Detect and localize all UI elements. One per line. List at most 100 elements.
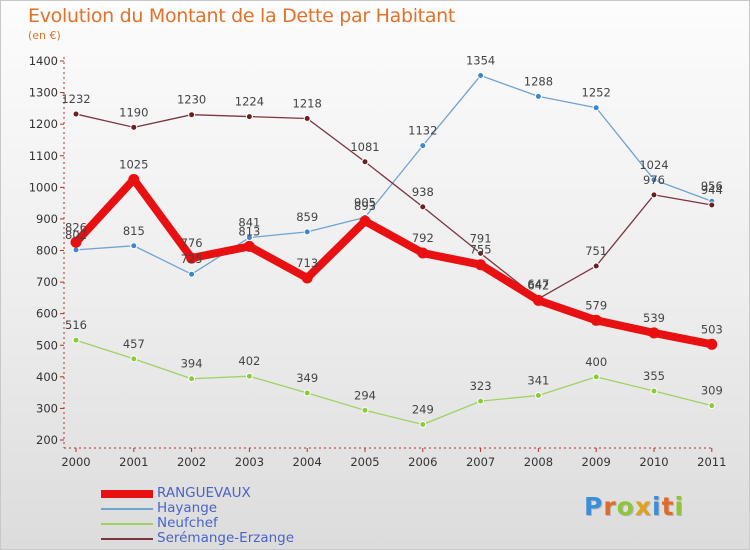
data-label: 893 (354, 199, 376, 213)
y-tick-label: 700 (36, 275, 58, 289)
data-point (130, 355, 138, 363)
data-point (361, 406, 369, 414)
data-label: 755 (470, 243, 492, 257)
data-label: 309 (701, 384, 723, 398)
data-label: 1025 (119, 157, 148, 171)
data-label: 1232 (61, 92, 90, 106)
data-point (475, 259, 487, 271)
data-label: 355 (643, 369, 665, 383)
data-point (70, 236, 82, 248)
y-tick-label: 500 (36, 338, 58, 352)
data-point (419, 421, 427, 429)
data-label: 539 (643, 311, 665, 325)
data-point (477, 249, 485, 257)
series-seremange-erzange (72, 110, 716, 303)
series-line (75, 339, 713, 426)
y-tick-label: 1200 (29, 117, 58, 131)
series-neufchef (72, 336, 716, 429)
chart-title: Evolution du Montant de la Dette par Hab… (28, 5, 456, 27)
data-point (130, 242, 138, 250)
legend-label: RANGUEVAUX (157, 485, 251, 501)
data-label: 776 (181, 236, 203, 250)
data-point (303, 389, 311, 397)
data-point (477, 72, 485, 80)
data-point (188, 270, 196, 278)
data-label: 647 (527, 277, 549, 291)
data-label: 1252 (582, 86, 611, 100)
y-tick-label: 900 (36, 212, 58, 226)
series-line (72, 175, 716, 349)
data-label: 826 (65, 220, 87, 234)
data-point (706, 338, 718, 350)
data-point (303, 228, 311, 236)
data-point (708, 201, 716, 209)
data-label: 938 (412, 185, 434, 199)
data-point (361, 158, 369, 166)
y-tick-label: 800 (36, 244, 58, 258)
data-label: 976 (643, 173, 665, 187)
data-label: 642 (527, 278, 549, 292)
data-point (72, 336, 80, 344)
data-point (532, 294, 544, 306)
data-label: 1354 (466, 54, 495, 68)
legend-swatch (101, 508, 153, 510)
data-point (419, 203, 427, 211)
data-label: 400 (585, 355, 607, 369)
data-label: 579 (585, 298, 607, 312)
data-point (534, 92, 542, 100)
x-tick-label: 2006 (408, 455, 437, 469)
data-point (72, 110, 80, 118)
y-tick-label: 600 (36, 307, 58, 321)
logo-letter: t (661, 492, 675, 521)
y-tick-label: 1400 (29, 54, 58, 68)
data-label: 503 (701, 322, 723, 336)
x-tick-label: 2011 (697, 455, 726, 469)
data-point (592, 104, 600, 112)
data-point (477, 397, 485, 405)
x-tick-label: 2009 (582, 455, 611, 469)
data-point (130, 123, 138, 131)
legend-swatch (101, 538, 153, 540)
data-point (592, 262, 600, 270)
data-point (590, 314, 602, 326)
y-tick-label: 1000 (29, 180, 58, 194)
series-line (75, 74, 713, 275)
x-tick-label: 2004 (293, 455, 322, 469)
x-tick-label: 2005 (350, 455, 379, 469)
series-hayange (72, 72, 716, 278)
logo-letter: i (652, 492, 662, 521)
data-label: 341 (527, 373, 549, 387)
data-point (128, 173, 140, 185)
legend-label: Neufchef (157, 515, 218, 531)
data-label: 1190 (119, 105, 148, 119)
data-point (301, 272, 313, 284)
data-point (245, 113, 253, 121)
logo-letter: P (584, 492, 604, 521)
data-label: 956 (701, 179, 723, 193)
data-point (188, 375, 196, 383)
data-label: 813 (238, 224, 260, 238)
data-label: 1288 (524, 74, 553, 88)
legend-swatch (101, 523, 153, 525)
legend-label: Hayange (157, 500, 218, 516)
data-label: 905 (354, 195, 376, 209)
series-ranguevaux (70, 173, 718, 350)
data-label: 249 (412, 403, 434, 417)
x-tick-label: 2007 (466, 455, 495, 469)
data-point (245, 234, 253, 242)
data-label: 1218 (293, 96, 322, 110)
data-point (534, 391, 542, 399)
chart-unit: (en €) (28, 29, 61, 42)
data-label: 791 (470, 231, 492, 245)
proxiti-logo: Proxiti (584, 492, 684, 521)
data-point (708, 402, 716, 410)
data-point (417, 247, 429, 259)
data-point (243, 240, 255, 252)
data-label: 1081 (350, 140, 379, 154)
data-point (188, 111, 196, 119)
data-label: 1132 (408, 124, 437, 138)
data-point (592, 373, 600, 381)
data-label: 1024 (639, 158, 668, 172)
data-label: 1230 (177, 93, 206, 107)
data-label: 323 (470, 379, 492, 393)
